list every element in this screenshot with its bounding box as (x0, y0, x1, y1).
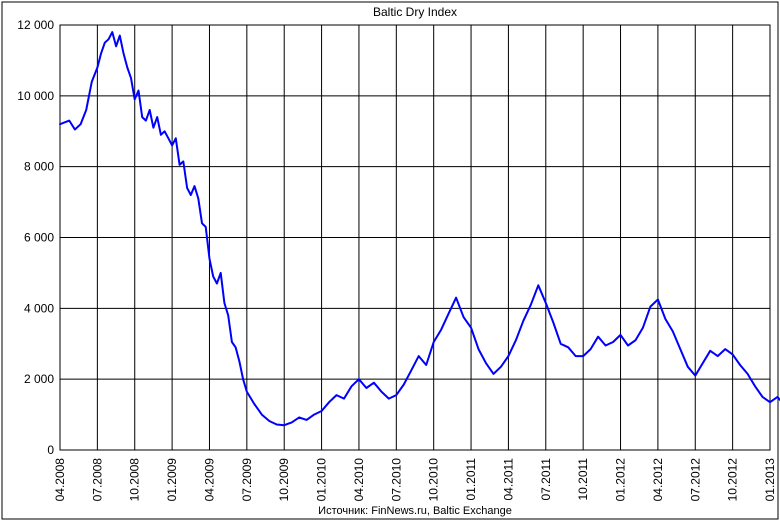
x-tick-label: 07.2008 (90, 458, 104, 502)
outer-border (2, 2, 778, 519)
x-tick-label: 04.2010 (352, 458, 366, 502)
y-tick-label: 2 000 (24, 372, 54, 386)
x-tick-label: 07.2010 (389, 458, 403, 502)
x-axis: 04.2008 07.2008 10.2008 01.2009 04.2009 07.20… (53, 458, 777, 502)
y-tick-label: 6 000 (24, 231, 54, 245)
x-tick-label: 07.2011 (539, 458, 553, 501)
y-tick-label: 12 000 (17, 18, 54, 32)
data-line (60, 32, 780, 427)
chart-title: Baltic Dry Index (373, 5, 457, 19)
x-tick-label: 04.2009 (202, 458, 216, 502)
x-tick-label: 10.2010 (427, 458, 441, 502)
grid (60, 25, 770, 450)
x-tick-label: 07.2009 (240, 458, 254, 502)
x-tick-label: 01.2009 (165, 458, 179, 502)
y-tick-label: 4 000 (24, 301, 54, 315)
y-axis: 0 2 000 4 000 6 000 8 000 10 000 12 000 (17, 18, 54, 457)
x-tick-label: 01.2010 (315, 458, 329, 502)
y-tick-label: 8 000 (24, 160, 54, 174)
x-tick-label: 10.2009 (277, 458, 291, 502)
x-tick-label: 04.2012 (651, 458, 665, 502)
x-tick-label: 01.2011 (464, 458, 478, 501)
chart-svg: Baltic Dry Index 0 2 000 4 000 6 000 8 000 10… (0, 0, 780, 521)
x-tick-label: 10.2008 (128, 458, 142, 502)
x-tick-label: 07.2012 (688, 458, 702, 502)
x-tick-label: 10.2011 (576, 458, 590, 501)
chart-container: Baltic Dry Index 0 2 000 4 000 6 000 8 000 10… (0, 0, 780, 521)
x-tick-label: 10.2012 (726, 458, 740, 502)
x-tick-label: 01.2013 (763, 458, 777, 502)
x-tick-label: 01.2012 (614, 458, 628, 502)
y-tick-label: 10 000 (17, 89, 54, 103)
source-label: Источник: FinNews.ru, Baltic Exchange (318, 505, 512, 517)
x-tick-label: 04.2011 (501, 458, 515, 501)
x-tick-label: 04.2008 (53, 458, 67, 502)
y-tick-label: 0 (47, 443, 54, 457)
